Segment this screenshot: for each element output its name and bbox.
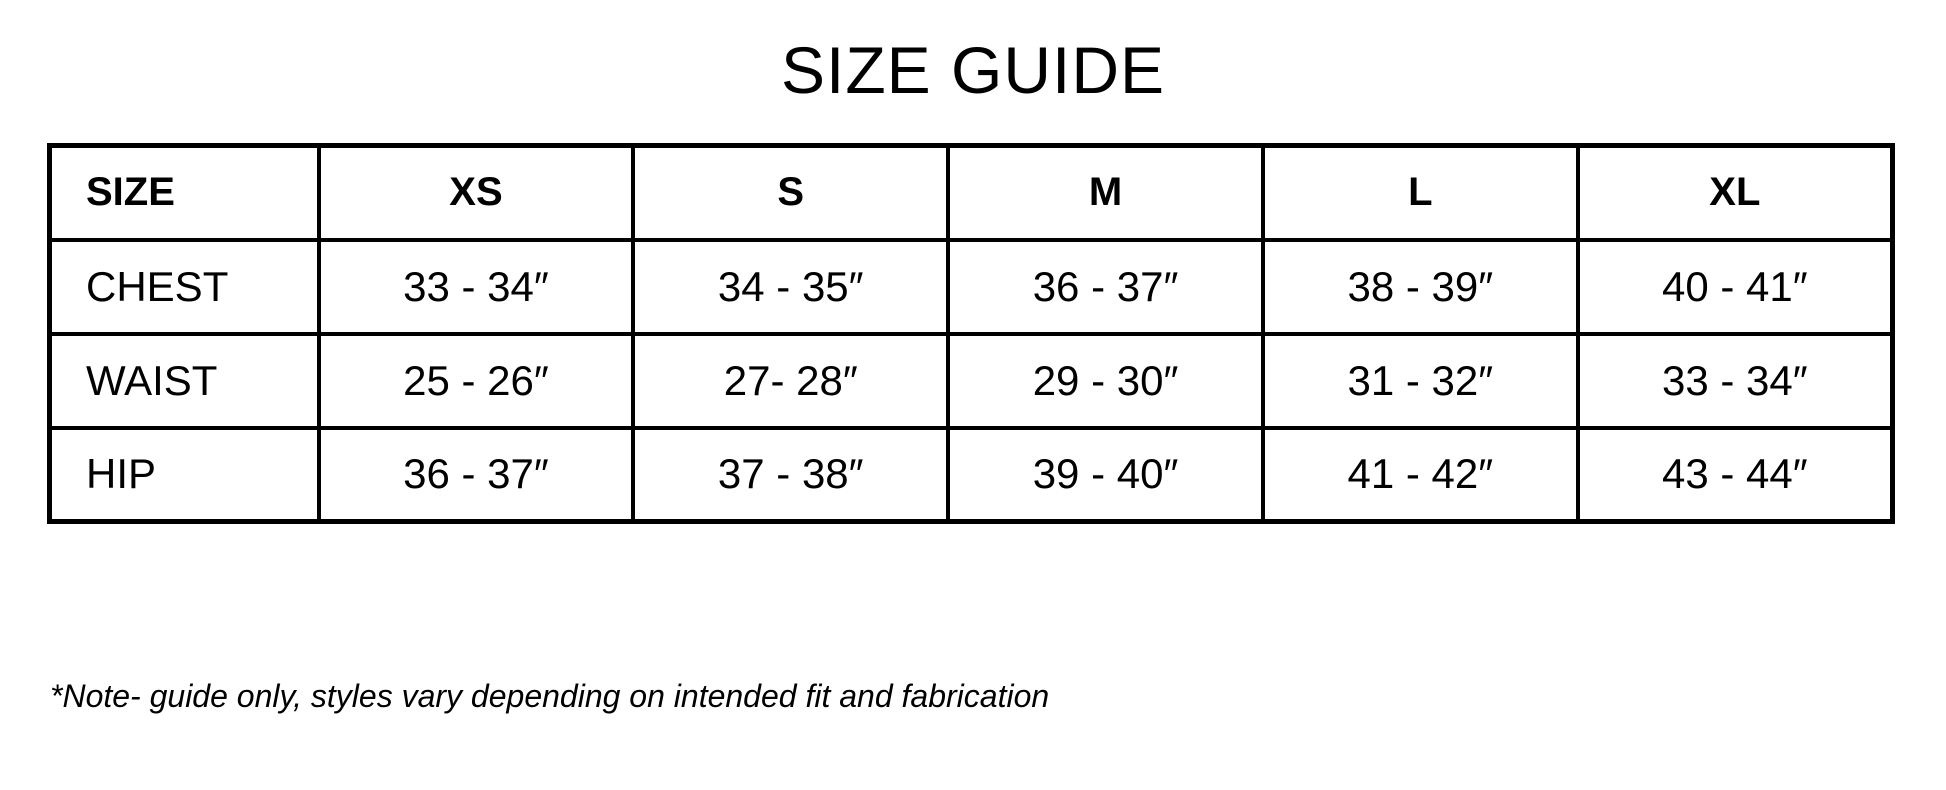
size-table-container: SIZE XS S M L XL CHEST 33 - 34″ 34 - 35″…	[47, 143, 1895, 524]
column-header-s: S	[631, 143, 951, 242]
column-header-size: SIZE	[47, 143, 321, 242]
table-body: CHEST 33 - 34″ 34 - 35″ 36 - 37″ 38 - 39…	[47, 237, 1895, 524]
cell-waist-s: 27- 28″	[631, 331, 951, 430]
table-header: SIZE XS S M L XL	[47, 143, 1895, 242]
cell-waist-xl: 33 - 34″	[1575, 331, 1895, 430]
column-header-l: L	[1260, 143, 1580, 242]
cell-waist-m: 29 - 30″	[946, 331, 1265, 430]
cell-chest-xl: 40 - 41″	[1575, 237, 1895, 336]
cell-hip-l: 41 - 42″	[1260, 425, 1580, 524]
column-header-m: M	[946, 143, 1265, 242]
table-row: HIP 36 - 37″ 37 - 38″ 39 - 40″ 41 - 42″ …	[47, 425, 1895, 524]
table-header-row: SIZE XS S M L XL	[47, 143, 1895, 242]
cell-hip-xl: 43 - 44″	[1575, 425, 1895, 524]
cell-chest-xs: 33 - 34″	[316, 237, 636, 336]
row-label-chest: CHEST	[47, 237, 321, 336]
cell-waist-l: 31 - 32″	[1260, 331, 1580, 430]
cell-chest-l: 38 - 39″	[1260, 237, 1580, 336]
column-header-xl: XL	[1575, 143, 1895, 242]
size-guide-table: SIZE XS S M L XL CHEST 33 - 34″ 34 - 35″…	[47, 143, 1895, 524]
column-header-xs: XS	[316, 143, 636, 242]
footnote-text: *Note- guide only, styles vary depending…	[50, 678, 1050, 714]
table-row: CHEST 33 - 34″ 34 - 35″ 36 - 37″ 38 - 39…	[47, 237, 1895, 336]
cell-waist-xs: 25 - 26″	[316, 331, 636, 430]
row-label-waist: WAIST	[47, 331, 321, 430]
cell-chest-m: 36 - 37″	[946, 237, 1265, 336]
cell-hip-s: 37 - 38″	[631, 425, 951, 524]
row-label-hip: HIP	[47, 425, 321, 524]
cell-hip-m: 39 - 40″	[946, 425, 1265, 524]
cell-chest-s: 34 - 35″	[631, 237, 951, 336]
cell-hip-xs: 36 - 37″	[316, 425, 636, 524]
table-row: WAIST 25 - 26″ 27- 28″ 29 - 30″ 31 - 32″…	[47, 331, 1895, 430]
page-title: SIZE GUIDE	[780, 33, 1166, 107]
